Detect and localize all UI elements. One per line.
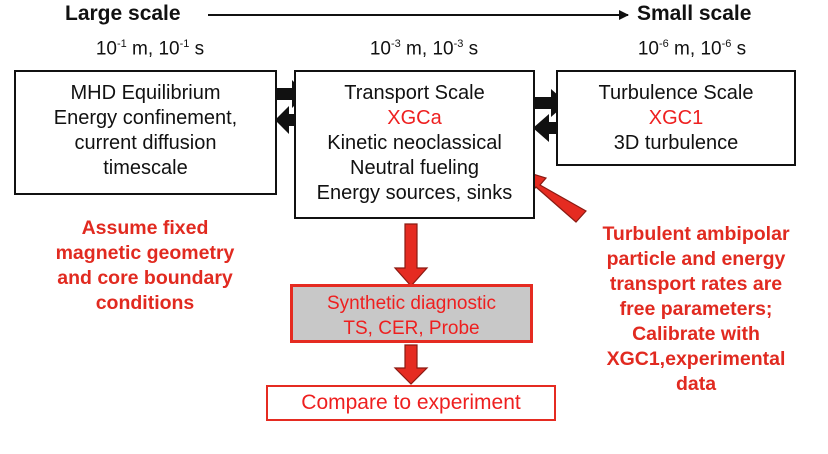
note-line: Assume fixed [81,217,209,239]
note-line: XGC1,experimental [606,348,786,370]
note-line: conditions [95,292,195,314]
large-scale-label: Large scale [65,2,181,25]
mhd-line: Energy confinement, [53,107,238,129]
synthetic-to-compare-arrow [393,344,429,385]
note-line: particle and energy [606,248,786,270]
synthetic-title: Synthetic diagnostic [327,293,496,314]
transport-line: Neutral fueling [350,157,479,179]
transport-title: Transport Scale [344,82,485,104]
note-line: Calibrate with [632,323,760,345]
mid-scale-values: 10-3 m, 10-3 s [369,38,479,60]
transport-to-synthetic-arrow [393,223,429,287]
turbulence-scale-box: Turbulence Scale XGC1 3D turbulence [556,70,796,166]
turbulence-title: Turbulence Scale [598,82,754,104]
note-line: Turbulent ambipolar [602,223,790,245]
mhd-line: current diffusion [74,132,217,154]
xgc1-label: XGC1 [648,107,704,129]
synthetic-methods: TS, CER, Probe [343,318,480,339]
transport-line: Kinetic neoclassical [327,132,502,154]
mhd-line: timescale [103,157,188,179]
mhd-equilibrium-box: MHD Equilibrium Energy confinement, curr… [14,70,277,195]
transport-line: Energy sources, sinks [316,182,513,204]
note-line: free parameters; [619,298,773,320]
note-line: magnetic geometry [55,242,235,264]
synthetic-diagnostic-box: Synthetic diagnostic TS, CER, Probe [290,284,533,343]
mhd-line: MHD Equilibrium [70,82,221,104]
note-line: transport rates are [609,273,783,295]
small-scale-values: 10-6 m, 10-6 s [637,38,747,60]
large-scale-values: 10-1 m, 10-1 s [95,38,205,60]
note-line: data [675,373,717,395]
turbulence-line: 3D turbulence [613,132,739,154]
note-line: and core boundary [57,267,233,289]
assumption-note: Assume fixed magnetic geometry and core … [25,216,265,316]
xgca-label: XGCa [387,107,442,129]
calibration-note: Turbulent ambipolar particle and energy … [570,222,822,397]
small-scale-label: Small scale [637,2,752,25]
compare-to-experiment-box: Compare to experiment [266,385,556,421]
transport-scale-box: Transport Scale XGCa Kinetic neoclassica… [294,70,535,219]
